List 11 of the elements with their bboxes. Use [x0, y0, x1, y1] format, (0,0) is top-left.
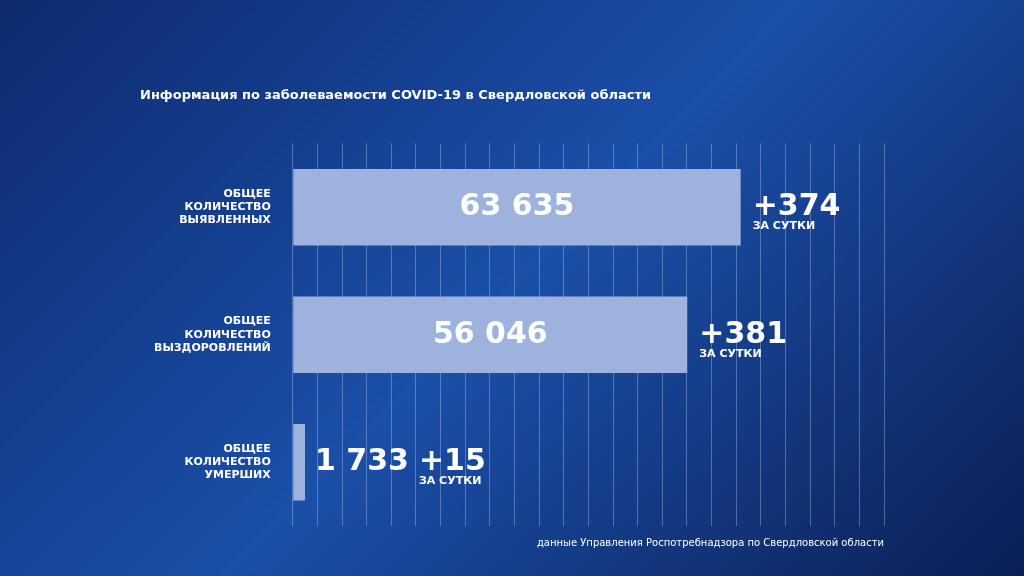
text: данные Управления Роспотребнадзора по Свердловской области	[536, 536, 884, 548]
data-label: 56 046	[432, 314, 548, 350]
data-label: 1 733	[315, 442, 409, 478]
chart-title: Информация по заболеваемости COVID-19 в Свердловской области	[140, 87, 652, 103]
annotation: +15 ЗА СУТКИ	[418, 442, 486, 488]
annotation: +374 ЗА СУТКИ	[752, 187, 841, 233]
y-tick-label: ОБЩЕЕ КОЛИЧЕСТВО УМЕРШИХ	[184, 441, 272, 482]
annotation: +381 ЗА СУТКИ	[699, 314, 788, 360]
y-tick-label: ОБЩЕЕ КОЛИЧЕСТВО ВЫЗДОРОВЛЕНИЙ	[154, 314, 271, 354]
data-label: 63 635	[459, 187, 575, 223]
y-tick-label: ОБЩЕЕ КОЛИЧЕСТВО ВЫЯВЛЕННЫХ	[179, 186, 272, 227]
